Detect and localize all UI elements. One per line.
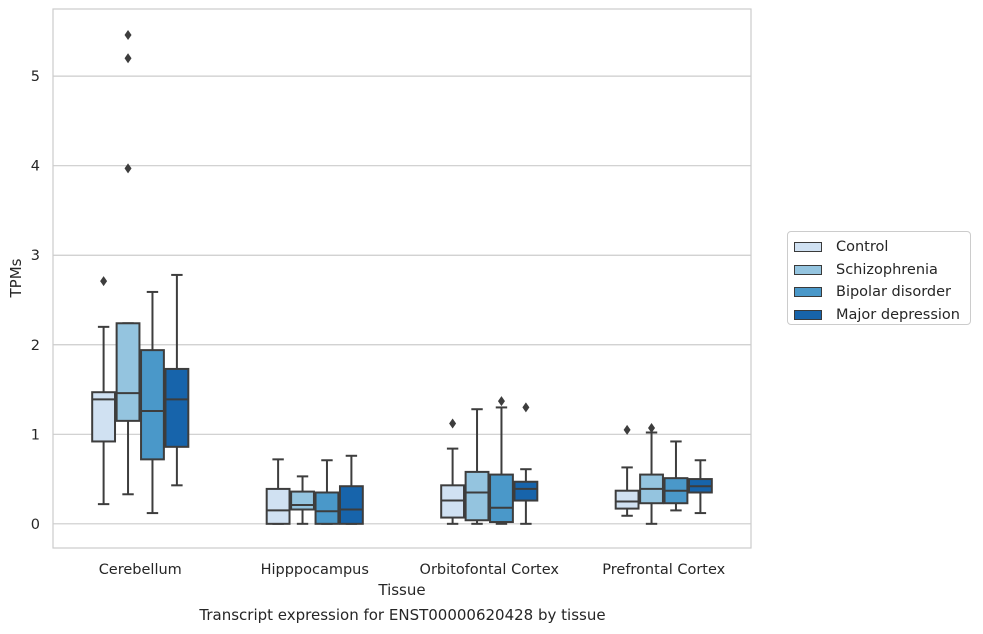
x-tick-label: Orbitofontal Cortex	[420, 562, 560, 578]
box	[464, 470, 490, 522]
y-tick-label: 3	[31, 248, 40, 264]
y-axis-label: TPMs	[7, 258, 25, 298]
legend-label: Schizophrenia	[836, 261, 938, 278]
y-tick-labels: 0 1 2 3 4 5	[31, 69, 40, 533]
box	[314, 491, 340, 525]
y-tick-label: 5	[31, 69, 40, 85]
legend-item-bipolar-disorder: Bipolar disorder	[794, 281, 970, 304]
legend-label: Control	[836, 239, 889, 256]
box	[164, 367, 190, 448]
box-plot	[687, 459, 713, 515]
outlier-point	[449, 418, 457, 429]
legend-label: Major depression	[836, 306, 960, 323]
box	[614, 489, 640, 510]
legend: Control Schizophrenia Bipolar disorder M…	[787, 231, 971, 325]
x-tick-labels: Cerebellum Hipppocampus Orbitofontal Corte…	[99, 562, 726, 578]
legend-swatch	[794, 287, 822, 298]
y-tick-label: 0	[31, 517, 40, 533]
x-tick-label: Cerebellum	[99, 562, 182, 578]
box-plots	[91, 29, 713, 525]
box-plot	[265, 458, 291, 525]
box	[115, 322, 141, 422]
box-plot	[140, 290, 165, 515]
box	[489, 473, 514, 524]
box-plot	[639, 423, 664, 525]
y-tick-label: 4	[31, 159, 40, 175]
outlier-point	[124, 29, 132, 40]
plot-frame	[52, 8, 752, 549]
legend-swatch	[794, 264, 822, 275]
legend-swatch	[794, 242, 822, 253]
legend-swatch	[794, 309, 822, 320]
outlier-point	[124, 163, 132, 174]
box-plot	[290, 475, 315, 525]
legend-item-major-depression: Major depression	[794, 304, 970, 327]
x-tick-label: Hipppocampus	[261, 562, 369, 578]
box-plot	[164, 273, 190, 487]
y-tick-label: 2	[31, 338, 40, 354]
x-tick-label: Prefrontal Cortex	[602, 562, 725, 578]
outlier-point	[124, 53, 132, 64]
outlier-point	[100, 276, 108, 287]
legend-item-schizophrenia: Schizophrenia	[794, 259, 970, 282]
box	[338, 485, 364, 525]
box-plot	[91, 276, 117, 506]
box	[513, 480, 539, 502]
box-plot	[115, 29, 141, 496]
box	[140, 349, 165, 461]
box-plot	[464, 408, 490, 525]
box-plot	[314, 459, 340, 525]
box	[290, 490, 315, 511]
box-plot	[440, 418, 466, 525]
x-axis-label: Tissue	[377, 581, 425, 599]
box	[265, 487, 291, 525]
box-plot	[614, 424, 640, 517]
outlier-point	[623, 424, 631, 435]
legend-label: Bipolar disorder	[836, 284, 951, 301]
box-plot	[513, 402, 539, 525]
y-tick-label: 1	[31, 427, 40, 443]
outlier-point	[497, 396, 505, 407]
box	[91, 391, 117, 443]
box-plot	[489, 396, 514, 525]
box-plot	[663, 440, 689, 512]
legend-item-control: Control	[794, 236, 970, 259]
box-plot	[338, 454, 364, 525]
outlier-point	[522, 402, 530, 413]
figure-caption: Transcript expression for ENST0000062042…	[199, 606, 606, 624]
outlier-point	[648, 423, 656, 434]
